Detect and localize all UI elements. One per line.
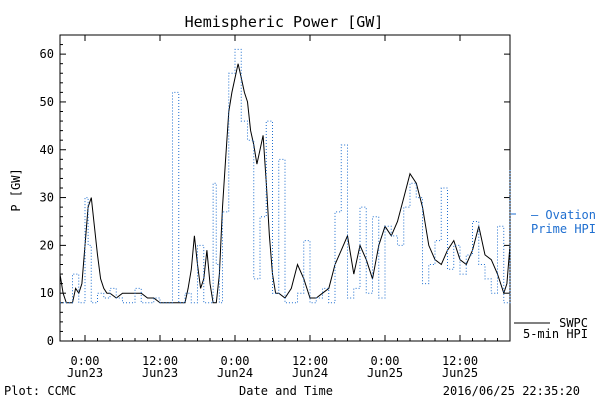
x-tick-label-time: 12:00 xyxy=(442,354,478,368)
y-tick-label: 10 xyxy=(40,286,54,300)
y-tick-label: 50 xyxy=(40,95,54,109)
x-tick-label-time: 12:00 xyxy=(142,354,178,368)
series-ovation-prime-hpi xyxy=(60,48,511,304)
series-swpc-hpi xyxy=(59,63,511,304)
y-axis: 0 10 20 30 40 50 60 xyxy=(40,44,510,348)
plot-credit: Plot: CCMC xyxy=(4,384,76,398)
y-tick-label: 20 xyxy=(40,238,54,252)
legend-ovation-label: – Ovation xyxy=(531,208,596,222)
legend-swpc-label: 5-min HPI xyxy=(523,327,588,341)
y-tick-label: 60 xyxy=(40,47,54,61)
y-tick-label: 0 xyxy=(47,334,54,348)
legend-swpc-label: SWPC xyxy=(559,316,588,330)
x-tick-label-date: Jun23 xyxy=(142,366,178,380)
x-tick-label-date: Jun24 xyxy=(217,366,253,380)
series-layer xyxy=(59,48,511,304)
x-tick-label-date: Jun24 xyxy=(292,366,328,380)
x-tick-label-date: Jun23 xyxy=(67,366,103,380)
x-tick-label-time: 0:00 xyxy=(371,354,400,368)
y-tick-label: 40 xyxy=(40,143,54,157)
series-line xyxy=(60,48,511,304)
x-tick-label-time: 0:00 xyxy=(71,354,100,368)
legend-ovation-label: Prime HPI xyxy=(531,222,596,236)
y-tick-label: 30 xyxy=(40,191,54,205)
x-axis-label: Date and Time xyxy=(239,384,333,398)
timestamp: 2016/06/25 22:35:20 xyxy=(443,384,580,398)
y-axis-label: P [GW] xyxy=(9,168,23,211)
x-tick-label-time: 0:00 xyxy=(221,354,250,368)
x-tick-label-date: Jun25 xyxy=(367,366,403,380)
series-line xyxy=(59,63,511,304)
x-axis: 0:00Jun2312:00Jun230:00Jun2412:00Jun240:… xyxy=(67,35,498,380)
chart-title: Hemispheric Power [GW] xyxy=(185,13,384,31)
x-tick-label-date: Jun25 xyxy=(442,366,478,380)
x-tick-label-time: 12:00 xyxy=(292,354,328,368)
